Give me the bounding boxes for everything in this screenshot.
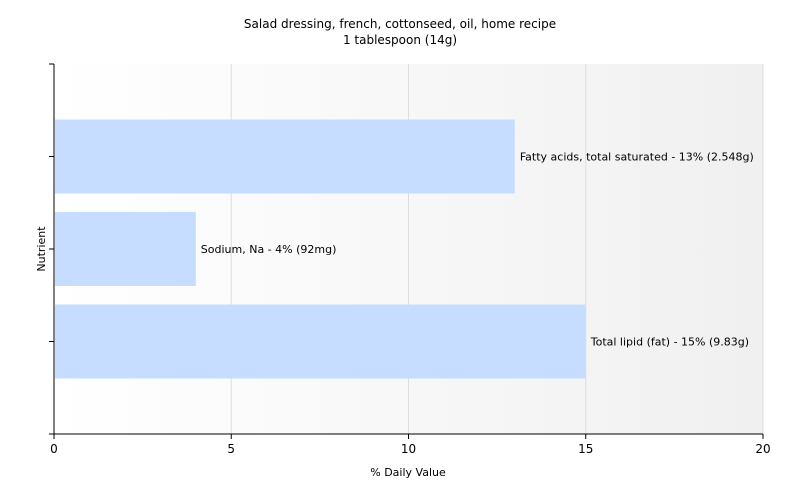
x-tick-label-3: 15	[578, 442, 593, 456]
x-tick-label-4: 20	[755, 442, 770, 456]
x-tick-label-1: 5	[227, 442, 235, 456]
x-ticks: 0 5 10 15 20	[50, 434, 771, 456]
x-tick-label-2: 10	[401, 442, 416, 456]
chart-title: Salad dressing, french, cottonseed, oil,…	[244, 17, 556, 31]
bar-0	[55, 119, 515, 194]
bar-2	[55, 304, 586, 379]
bar-label-2: Total lipid (fat) - 15% (9.83g)	[590, 336, 749, 349]
y-ticks	[49, 63, 54, 435]
chart-subtitle: 1 tablespoon (14g)	[343, 33, 457, 47]
bar-label-0: Fatty acids, total saturated - 13% (2.54…	[520, 151, 754, 164]
bar-label-1: Sodium, Na - 4% (92mg)	[201, 243, 337, 256]
x-tick-label-0: 0	[50, 442, 58, 456]
y-axis-label: Nutrient	[35, 226, 48, 272]
bars-group: Fatty acids, total saturated - 13% (2.54…	[55, 119, 754, 379]
x-axis-label: % Daily Value	[370, 466, 446, 479]
bar-1	[55, 212, 196, 286]
